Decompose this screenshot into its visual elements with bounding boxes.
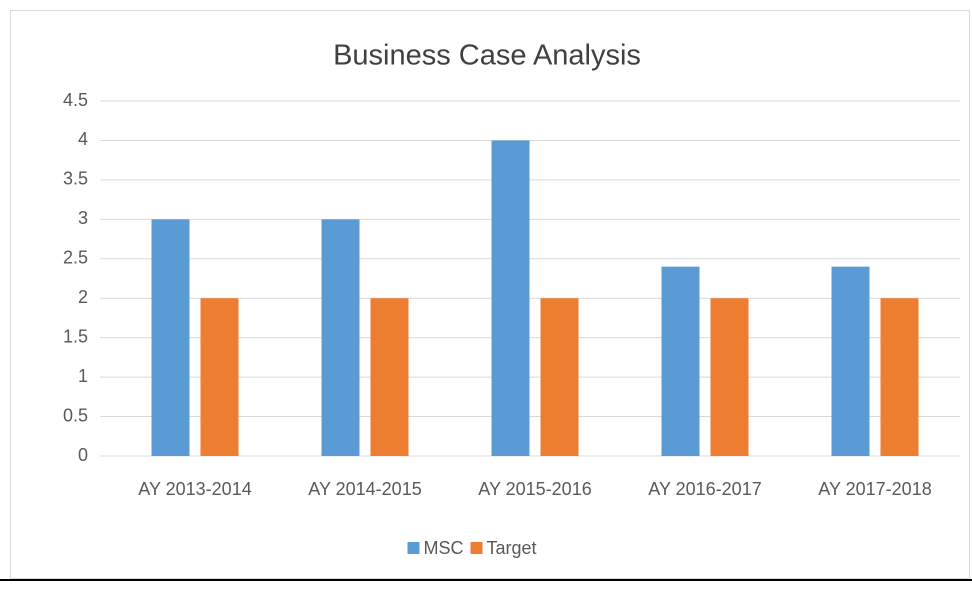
x-tick-label: AY 2016-2017 (648, 479, 761, 499)
bar (200, 298, 239, 456)
legend-label: Target (487, 538, 537, 558)
bar (151, 219, 190, 456)
y-tick-label: 4 (78, 129, 88, 149)
y-tick-label: 3.5 (63, 169, 88, 189)
bar (831, 266, 870, 456)
legend-label: MSC (424, 538, 464, 558)
bar (540, 298, 579, 456)
y-tick-label: 0.5 (63, 405, 88, 425)
y-tick-label: 1 (78, 366, 88, 386)
x-tick-label: AY 2017-2018 (818, 479, 931, 499)
bar (370, 298, 409, 456)
x-tick-label: AY 2014-2015 (308, 479, 421, 499)
bar (321, 219, 360, 456)
legend-swatch (407, 542, 420, 554)
y-tick-label: 0 (78, 445, 88, 465)
x-tick-label: AY 2015-2016 (478, 479, 591, 499)
y-tick-label: 4.5 (63, 90, 88, 110)
y-tick-label: 2.5 (63, 248, 88, 268)
legend-swatch (470, 542, 483, 554)
y-tick-label: 3 (78, 208, 88, 228)
bar (661, 266, 700, 456)
y-tick-label: 1.5 (63, 326, 88, 346)
bar (491, 140, 530, 456)
bar (880, 298, 919, 456)
y-tick-label: 2 (78, 287, 88, 307)
bar (710, 298, 749, 456)
chart-title: Business Case Analysis (333, 40, 641, 72)
x-tick-label: AY 2013-2014 (138, 479, 251, 499)
